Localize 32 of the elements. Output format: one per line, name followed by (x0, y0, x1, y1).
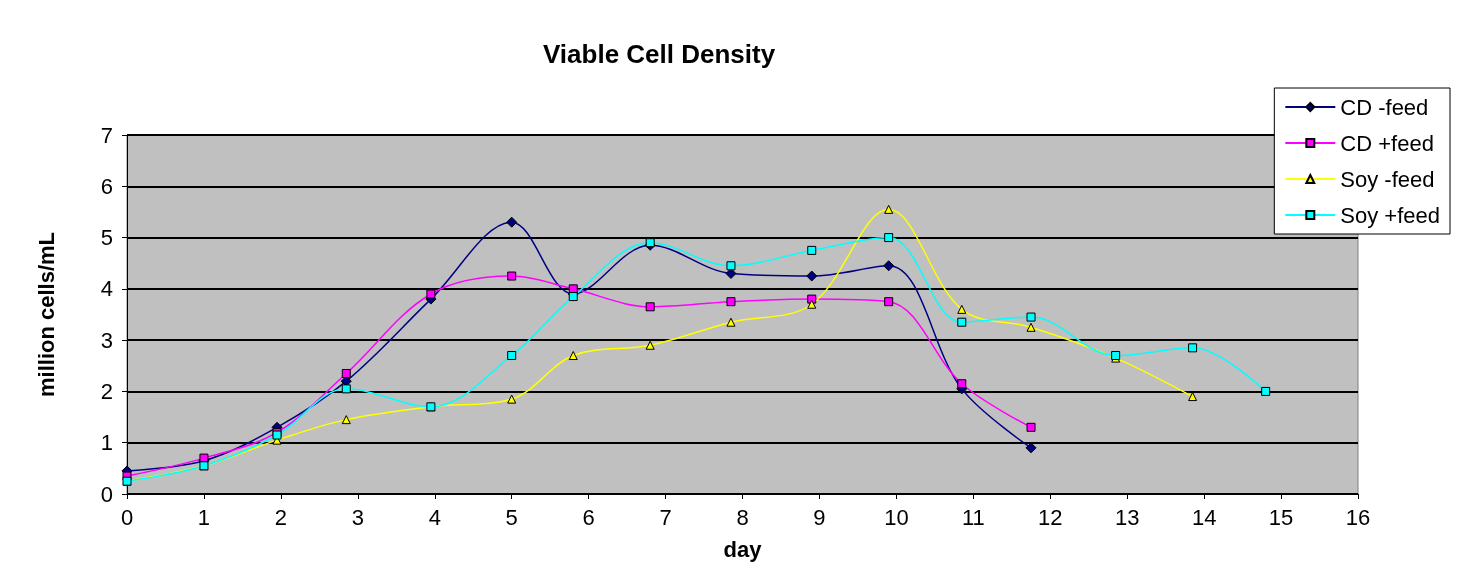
x-tick-label: 7 (659, 504, 672, 530)
y-tick-label: 7 (100, 122, 113, 148)
legend-label: CD -feed (1340, 94, 1429, 120)
x-axis-title: day (723, 536, 763, 562)
y-tick-label: 2 (100, 378, 113, 404)
x-tick-label: 14 (1191, 504, 1217, 530)
y-axis-title: million cells/mL (33, 231, 59, 398)
y-tick-label: 1 (100, 430, 113, 456)
legend-label: Soy -feed (1340, 166, 1435, 192)
x-tick-label: 9 (813, 504, 826, 530)
chart-title: Viable Cell Density (543, 39, 776, 69)
x-tick-label: 2 (274, 504, 287, 530)
x-tick-label: 4 (428, 504, 441, 530)
x-tick-label: 5 (505, 504, 518, 530)
x-tick-label: 11 (961, 504, 985, 530)
x-tick-label: 1 (197, 504, 211, 530)
x-tick-label: 8 (736, 504, 749, 530)
x-tick-label: 10 (884, 504, 909, 530)
x-tick-label: 0 (120, 504, 134, 530)
x-tick-label: 15 (1268, 504, 1294, 530)
x-tick-label: 13 (1114, 504, 1140, 530)
legend-label: CD +feed (1340, 130, 1434, 156)
x-tick-label: 3 (351, 504, 364, 530)
y-tick-label: 6 (100, 173, 113, 199)
x-tick-label: 6 (582, 504, 595, 530)
x-tick-label: 12 (1038, 504, 1063, 530)
y-tick-label: 5 (100, 225, 113, 251)
y-tick-label: 3 (100, 327, 113, 353)
y-tick-label: 4 (100, 276, 113, 302)
y-tick-label: 0 (100, 481, 113, 507)
x-tick-label: 16 (1345, 504, 1371, 530)
legend-label: Soy +feed (1340, 202, 1440, 228)
